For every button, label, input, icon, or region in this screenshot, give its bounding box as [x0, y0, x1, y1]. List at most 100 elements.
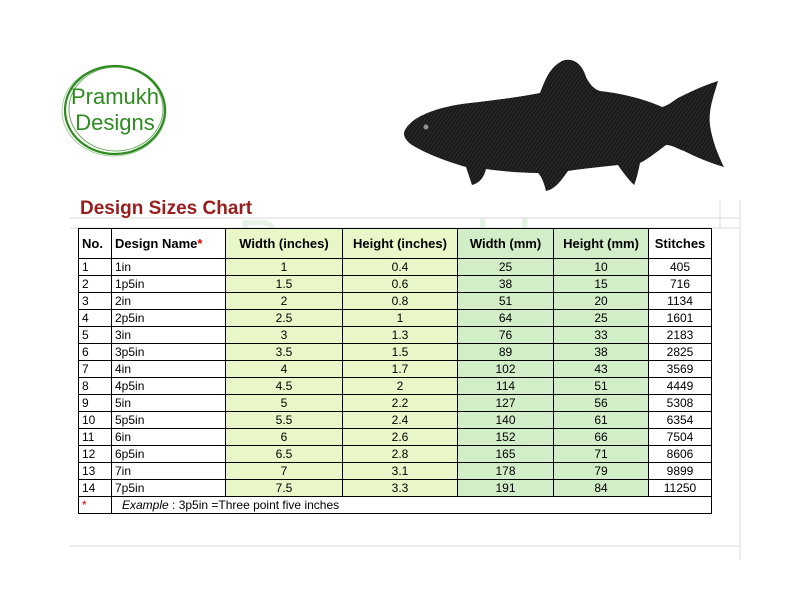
cell-no: 12 — [78, 445, 112, 463]
table-row: 13 7in 7 3.1 178 79 9899 — [78, 462, 712, 480]
design-sizes-table: No. Design Name* Width (inches) Height (… — [78, 228, 712, 514]
cell-design-name: 4p5in — [111, 377, 226, 395]
header-no: No. — [78, 228, 112, 259]
note-mark: * — [78, 496, 112, 514]
cell-height-inches: 1.3 — [342, 326, 458, 344]
table-row: 11 6in 6 2.6 152 66 7504 — [78, 428, 712, 446]
brush-circle-icon — [61, 64, 167, 157]
cell-no: 6 — [78, 343, 112, 361]
cell-height-mm: 25 — [553, 309, 649, 327]
cell-stitches: 7504 — [648, 428, 712, 446]
cell-width-inches: 3 — [225, 326, 343, 344]
cell-height-mm: 43 — [553, 360, 649, 378]
logo-line-2: Designs — [75, 110, 155, 135]
cell-design-name: 3in — [111, 326, 226, 344]
cell-height-mm: 20 — [553, 292, 649, 310]
table-row: 3 2in 2 0.8 51 20 1134 — [78, 292, 712, 310]
cell-width-inches: 6.5 — [225, 445, 343, 463]
cell-stitches: 405 — [648, 258, 712, 276]
cell-height-inches: 2 — [342, 377, 458, 395]
cell-stitches: 8606 — [648, 445, 712, 463]
table-row: 10 5p5in 5.5 2.4 140 61 6354 — [78, 411, 712, 429]
table-row: 1 1in 1 0.4 25 10 405 — [78, 258, 712, 276]
cell-no: 2 — [78, 275, 112, 293]
table-header-row: No. Design Name* Width (inches) Height (… — [78, 228, 712, 259]
table-note-row: * Example : 3p5in =Three point five inch… — [78, 496, 712, 514]
trout-silhouette-icon — [403, 59, 724, 191]
cell-design-name: 5p5in — [111, 411, 226, 429]
cell-height-inches: 1 — [342, 309, 458, 327]
cell-width-inches: 4.5 — [225, 377, 343, 395]
cell-stitches: 2183 — [648, 326, 712, 344]
cell-stitches: 2825 — [648, 343, 712, 361]
cell-height-mm: 79 — [553, 462, 649, 480]
table-row: 8 4p5in 4.5 2 114 51 4449 — [78, 377, 712, 395]
cell-height-inches: 2.2 — [342, 394, 458, 412]
cell-width-mm: 25 — [457, 258, 554, 276]
cell-stitches: 1601 — [648, 309, 712, 327]
cell-stitches: 9899 — [648, 462, 712, 480]
cell-no: 10 — [78, 411, 112, 429]
cell-width-inches: 5.5 — [225, 411, 343, 429]
cell-height-mm: 61 — [553, 411, 649, 429]
cell-design-name: 6in — [111, 428, 226, 446]
cell-width-inches: 5 — [225, 394, 343, 412]
cell-height-mm: 38 — [553, 343, 649, 361]
cell-width-inches: 2 — [225, 292, 343, 310]
cell-width-mm: 38 — [457, 275, 554, 293]
cell-width-mm: 140 — [457, 411, 554, 429]
cell-height-mm: 66 — [553, 428, 649, 446]
cell-height-inches: 0.6 — [342, 275, 458, 293]
table-row: 7 4in 4 1.7 102 43 3569 — [78, 360, 712, 378]
cell-width-mm: 152 — [457, 428, 554, 446]
cell-width-mm: 191 — [457, 479, 554, 497]
note-example-text: : 3p5in =Three point five inches — [168, 498, 340, 512]
table-row: 5 3in 3 1.3 76 33 2183 — [78, 326, 712, 344]
required-mark: * — [197, 235, 203, 251]
cell-height-mm: 10 — [553, 258, 649, 276]
cell-width-inches: 7 — [225, 462, 343, 480]
cell-width-mm: 102 — [457, 360, 554, 378]
cell-width-inches: 3.5 — [225, 343, 343, 361]
cell-height-mm: 71 — [553, 445, 649, 463]
cell-no: 13 — [78, 462, 112, 480]
cell-design-name: 2p5in — [111, 309, 226, 327]
cell-design-name: 2in — [111, 292, 226, 310]
table-row: 6 3p5in 3.5 1.5 89 38 2825 — [78, 343, 712, 361]
cell-no: 1 — [78, 258, 112, 276]
cell-stitches: 5308 — [648, 394, 712, 412]
cell-stitches: 1134 — [648, 292, 712, 310]
cell-no: 4 — [78, 309, 112, 327]
cell-height-inches: 2.8 — [342, 445, 458, 463]
cell-design-name: 7p5in — [111, 479, 226, 497]
cell-width-inches: 2.5 — [225, 309, 343, 327]
cell-no: 9 — [78, 394, 112, 412]
cell-width-mm: 127 — [457, 394, 554, 412]
cell-width-inches: 1 — [225, 258, 343, 276]
header-height-mm: Height (mm) — [553, 228, 649, 259]
cell-width-mm: 165 — [457, 445, 554, 463]
brand-logo: Pramukh Designs — [60, 62, 170, 158]
cell-height-inches: 1.5 — [342, 343, 458, 361]
cell-stitches: 716 — [648, 275, 712, 293]
cell-design-name: 7in — [111, 462, 226, 480]
cell-width-mm: 114 — [457, 377, 554, 395]
cell-design-name: 4in — [111, 360, 226, 378]
cell-height-inches: 2.4 — [342, 411, 458, 429]
cell-no: 5 — [78, 326, 112, 344]
header-stitches: Stitches — [648, 228, 712, 259]
cell-width-inches: 4 — [225, 360, 343, 378]
cell-width-mm: 89 — [457, 343, 554, 361]
table-row: 2 1p5in 1.5 0.6 38 15 716 — [78, 275, 712, 293]
cell-design-name: 1p5in — [111, 275, 226, 293]
cell-width-inches: 1.5 — [225, 275, 343, 293]
cell-width-inches: 6 — [225, 428, 343, 446]
cell-width-mm: 76 — [457, 326, 554, 344]
cell-stitches: 11250 — [648, 479, 712, 497]
cell-height-inches: 1.7 — [342, 360, 458, 378]
header-width-mm: Width (mm) — [457, 228, 554, 259]
table-row: 4 2p5in 2.5 1 64 25 1601 — [78, 309, 712, 327]
cell-no: 7 — [78, 360, 112, 378]
cell-design-name: 5in — [111, 394, 226, 412]
cell-no: 8 — [78, 377, 112, 395]
